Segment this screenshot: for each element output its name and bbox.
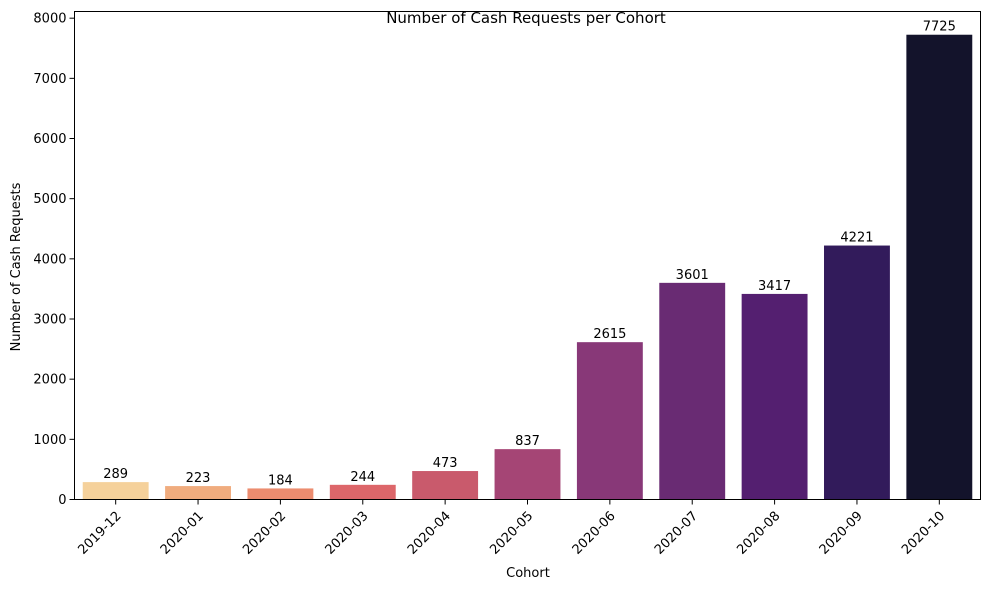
- data-label-2020-04: 473: [433, 456, 458, 471]
- y-axis-ticks: 0 1000 2000 3000 4000 5000 6000 7000 8000: [33, 12, 75, 508]
- x-tick-label-2020-03: 2020-03: [323, 509, 372, 558]
- x-axis-ticks: 2019-12 2020-01 2020-02 2020-03 2020-04 2020-…: [75, 499, 948, 558]
- bar-2019-12: [82, 482, 149, 500]
- x-tick-label-2020-08: 2020-08: [734, 509, 783, 558]
- bar-2020-02: [247, 488, 314, 500]
- bar-2020-06: [576, 342, 643, 500]
- x-tick-label-2020-07: 2020-07: [652, 509, 701, 558]
- data-label-2020-05: 837: [515, 434, 540, 449]
- x-axis-label: Cohort: [506, 566, 550, 581]
- data-label-2020-01: 223: [186, 471, 211, 486]
- bar-2020-09: [824, 245, 890, 500]
- y-tick-label-3000: 3000: [33, 313, 66, 328]
- y-tick-label-4000: 4000: [33, 252, 66, 267]
- x-tick-label-2020-09: 2020-09: [817, 509, 866, 558]
- data-label-2020-06: 2615: [593, 327, 626, 342]
- data-label-2020-02: 184: [268, 473, 293, 488]
- x-tick-label-2020-05: 2020-05: [487, 509, 536, 558]
- y-tick-label-0: 0: [58, 493, 66, 508]
- bar-2020-05: [494, 449, 561, 500]
- y-tick-label-7000: 7000: [33, 72, 66, 87]
- y-tick-label-1000: 1000: [33, 433, 66, 448]
- bars-group: [82, 34, 973, 500]
- data-label-2020-09: 4221: [840, 231, 873, 246]
- y-tick-label-2000: 2000: [33, 373, 66, 388]
- data-labels-group: 289 223 184 244 473 837 2615 3601 3417 4221 7725: [103, 20, 956, 489]
- data-label-2019-12: 289: [103, 467, 128, 482]
- y-axis-label: Number of Cash Requests: [9, 182, 24, 351]
- x-tick-label-2019-12: 2019-12: [75, 509, 124, 558]
- bar-2020-04: [412, 471, 479, 500]
- chart-title: Number of Cash Requests per Cohort: [386, 9, 666, 27]
- data-label-2020-08: 3417: [758, 279, 791, 294]
- x-tick-label-2020-01: 2020-01: [158, 509, 207, 558]
- bar-2020-08: [741, 293, 808, 500]
- data-label-2020-07: 3601: [676, 268, 709, 283]
- bar-2020-10: [906, 34, 973, 500]
- y-tick-label-8000: 8000: [33, 12, 66, 27]
- x-tick-label-2020-06: 2020-06: [570, 509, 619, 558]
- bar-2020-01: [165, 486, 231, 500]
- bar-2020-07: [659, 282, 726, 500]
- x-tick-label-2020-10: 2020-10: [899, 509, 948, 558]
- bar-2020-03: [329, 484, 396, 500]
- y-tick-label-5000: 5000: [33, 192, 66, 207]
- y-tick-label-6000: 6000: [33, 132, 66, 147]
- data-label-2020-10: 7725: [923, 20, 956, 35]
- plot-frame: [74, 11, 981, 500]
- x-tick-label-2020-04: 2020-04: [405, 509, 454, 558]
- x-tick-label-2020-02: 2020-02: [240, 509, 289, 558]
- data-label-2020-03: 244: [350, 470, 375, 485]
